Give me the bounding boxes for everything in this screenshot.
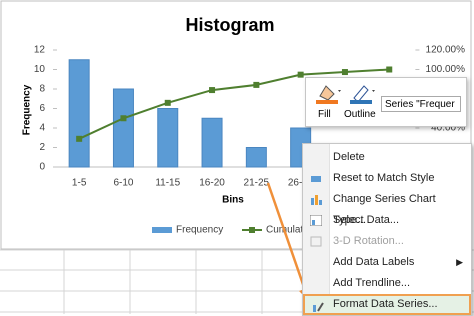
menu-item-label: Delete <box>333 151 365 163</box>
y-tick-label: 4 <box>39 123 45 134</box>
y-tick-label: 2 <box>39 142 45 153</box>
fill-icon[interactable] <box>314 82 344 104</box>
x-tick-label: 26-30 <box>288 178 314 189</box>
menu-item[interactable]: Reset to Match Style <box>303 168 471 189</box>
line-marker <box>76 135 83 142</box>
menu-item: 3-D Rotation... <box>303 231 471 252</box>
line-marker <box>164 99 171 106</box>
annotation-arrow <box>266 182 308 294</box>
menu-item-label: 3-D Rotation... <box>333 235 404 247</box>
y2-tick-label: 100.00% <box>426 64 466 75</box>
outline-label[interactable]: Outline <box>344 109 376 120</box>
x-tick-label: 21-25 <box>244 178 270 189</box>
legend-label: Frequency <box>176 225 223 236</box>
menu-item-label: Change Series Chart Type... <box>333 193 436 226</box>
x-tick-label: 6-10 <box>113 178 133 189</box>
icon-column <box>303 144 330 315</box>
chart-title: Histogram <box>185 15 274 35</box>
menu-icon <box>310 215 322 226</box>
menu-item[interactable]: ▶ Add Data Labels <box>333 256 463 268</box>
menu-item-label: Add Data Labels <box>333 256 415 268</box>
fill-label[interactable]: Fill <box>318 109 331 120</box>
y-tick-label: 0 <box>39 162 45 173</box>
cumulative-line <box>78 68 390 140</box>
legend-marker <box>249 227 255 233</box>
x-tick-label: 1-5 <box>72 178 87 189</box>
x-axis-label: Bins <box>222 195 244 206</box>
menu-item[interactable]: Delete <box>303 147 471 168</box>
line-marker <box>341 69 348 76</box>
line-marker <box>209 87 216 94</box>
menu-icon <box>313 302 324 312</box>
y-tick-label: 6 <box>39 103 45 114</box>
y-tick-label: 10 <box>34 64 46 75</box>
menu-item-label: Add Trendline... <box>333 277 411 289</box>
menu-item[interactable]: Select Data... <box>303 210 471 231</box>
context-menu: Delete Reset to Match Style Change Series … <box>302 143 472 316</box>
chart: HistogramFrequencyBins0246810120.00%20.0… <box>22 15 465 236</box>
menu-item-label: Format Data Series... <box>333 298 438 310</box>
menu-icon <box>311 195 322 205</box>
y-axis-label: Frequency <box>22 84 33 135</box>
line-marker <box>386 66 393 73</box>
outline-icon[interactable] <box>348 82 378 104</box>
mini-toolbar: Fill Outline Series "Frequer <box>305 77 467 127</box>
x-tick-label: 11-15 <box>155 178 180 189</box>
menu-item-label: Select Data... <box>333 214 400 226</box>
bar <box>112 88 134 168</box>
menu-item[interactable]: Add Trendline... <box>303 273 471 294</box>
line-marker <box>120 115 127 122</box>
menu-item-label: Reset to Match Style <box>333 172 435 184</box>
bar <box>201 117 223 168</box>
y-tick-label: 8 <box>39 84 45 95</box>
menu-icon <box>310 236 322 247</box>
x-tick-label: 16-20 <box>199 178 225 189</box>
bar <box>68 59 90 168</box>
y2-tick-label: 120.00% <box>426 45 466 56</box>
legend-swatch <box>152 227 172 233</box>
bar <box>157 108 179 168</box>
y2-tick-label: 40.00% <box>431 123 465 134</box>
y-tick-label: 12 <box>34 45 46 56</box>
menu-item[interactable]: Change Series Chart Type... <box>303 189 471 226</box>
series-dropdown-text: Series "Frequer <box>385 99 455 110</box>
line-marker <box>253 81 260 88</box>
line-marker <box>297 71 304 78</box>
menu-item[interactable]: Format Data Series... <box>303 294 471 315</box>
menu-icon <box>311 176 321 182</box>
bar <box>245 147 267 168</box>
legend-label: Cumulative % <box>266 225 328 236</box>
series-dropdown[interactable]: Series "Frequer <box>381 96 461 112</box>
